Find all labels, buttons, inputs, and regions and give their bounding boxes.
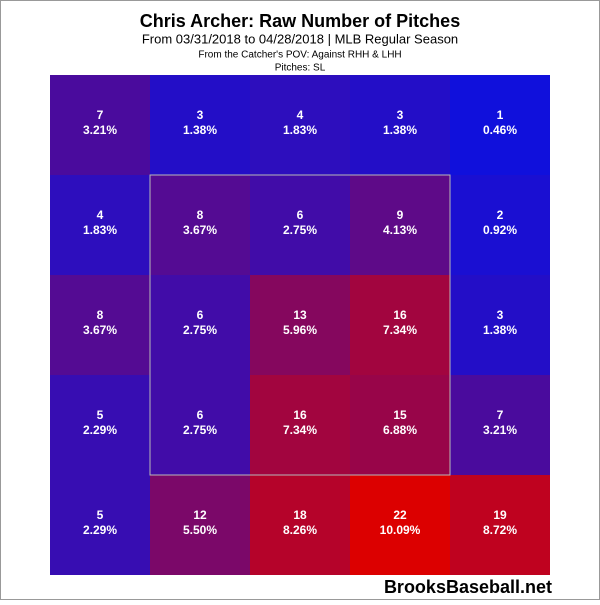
- cell-count: 18: [293, 508, 307, 522]
- cell-percent: 4.13%: [383, 223, 417, 237]
- cell-count: 3: [397, 108, 404, 122]
- cell-count: 9: [397, 208, 404, 222]
- heatmap-cell: [450, 475, 550, 575]
- cell-count: 16: [293, 408, 307, 422]
- cell-percent: 2.29%: [83, 523, 117, 537]
- cell-percent: 2.75%: [183, 423, 217, 437]
- chart-note: From the Catcher's POV: Against RHH & LH…: [198, 50, 401, 61]
- heatmap-grid: 73.21%31.38%41.83%31.38%10.46%41.83%83.6…: [50, 75, 550, 575]
- cell-percent: 1.83%: [83, 223, 117, 237]
- heatmap-cell: [350, 475, 450, 575]
- heatmap-cell: [450, 375, 550, 475]
- cell-percent: 7.34%: [283, 423, 317, 437]
- cell-count: 5: [97, 508, 104, 522]
- heatmap-cell: [450, 175, 550, 275]
- cell-count: 22: [393, 508, 407, 522]
- cell-percent: 5.96%: [283, 323, 317, 337]
- cell-percent: 6.88%: [383, 423, 417, 437]
- cell-count: 4: [97, 208, 104, 222]
- heatmap-cell: [250, 75, 350, 175]
- heatmap-cell: [50, 375, 150, 475]
- heatmap-cell: [150, 375, 250, 475]
- heatmap-cell: [350, 75, 450, 175]
- cell-percent: 2.75%: [183, 323, 217, 337]
- heatmap-cell: [350, 275, 450, 375]
- cell-percent: 1.38%: [483, 323, 517, 337]
- cell-percent: 5.50%: [183, 523, 217, 537]
- cell-percent: 1.83%: [283, 123, 317, 137]
- heatmap-cell: [350, 375, 450, 475]
- cell-count: 2: [497, 208, 504, 222]
- cell-percent: 0.92%: [483, 223, 517, 237]
- cell-percent: 8.26%: [283, 523, 317, 537]
- cell-count: 5: [97, 408, 104, 422]
- chart-title: Chris Archer: Raw Number of Pitches: [140, 11, 460, 31]
- heatmap-cell: [450, 275, 550, 375]
- cell-count: 1: [497, 108, 504, 122]
- cell-percent: 3.67%: [83, 323, 117, 337]
- cell-count: 7: [497, 408, 504, 422]
- cell-count: 7: [97, 108, 104, 122]
- cell-count: 13: [293, 308, 307, 322]
- cell-percent: 3.21%: [83, 123, 117, 137]
- cell-count: 8: [197, 208, 204, 222]
- heatmap-cell: [250, 375, 350, 475]
- heatmap-cell: [150, 75, 250, 175]
- pitch-type: Pitches: SL: [275, 63, 326, 74]
- cell-percent: 1.38%: [183, 123, 217, 137]
- cell-percent: 2.75%: [283, 223, 317, 237]
- cell-count: 16: [393, 308, 407, 322]
- heatmap-cell: [50, 75, 150, 175]
- cell-percent: 8.72%: [483, 523, 517, 537]
- strike-zone: [149, 174, 451, 476]
- heatmap-cell: [350, 175, 450, 275]
- cell-count: 6: [197, 308, 204, 322]
- cell-percent: 3.67%: [183, 223, 217, 237]
- heatmap-cell: [50, 475, 150, 575]
- cell-count: 8: [97, 308, 104, 322]
- cell-percent: 7.34%: [383, 323, 417, 337]
- cell-percent: 1.38%: [383, 123, 417, 137]
- cell-percent: 3.21%: [483, 423, 517, 437]
- cell-count: 12: [193, 508, 207, 522]
- heatmap-cell: [150, 475, 250, 575]
- cell-count: 6: [197, 408, 204, 422]
- cell-percent: 2.29%: [83, 423, 117, 437]
- cell-count: 19: [493, 508, 507, 522]
- cell-count: 4: [297, 108, 304, 122]
- heatmap-cell: [50, 275, 150, 375]
- heatmap-cell: [250, 175, 350, 275]
- heatmap-cell: [450, 75, 550, 175]
- cell-count: 3: [197, 108, 204, 122]
- heatmap-cell: [50, 175, 150, 275]
- cell-count: 15: [393, 408, 407, 422]
- chart-subtitle: From 03/31/2018 to 04/28/2018 | MLB Regu…: [142, 31, 458, 46]
- cell-percent: 10.09%: [380, 523, 421, 537]
- cell-count: 6: [297, 208, 304, 222]
- cell-percent: 0.46%: [483, 123, 517, 137]
- heatmap-cell: [250, 475, 350, 575]
- heatmap-cell: [250, 275, 350, 375]
- cell-count: 3: [497, 308, 504, 322]
- heatmap-cell: [150, 275, 250, 375]
- heatmap-cell: [150, 175, 250, 275]
- source-label: BrooksBaseball.net: [384, 577, 552, 597]
